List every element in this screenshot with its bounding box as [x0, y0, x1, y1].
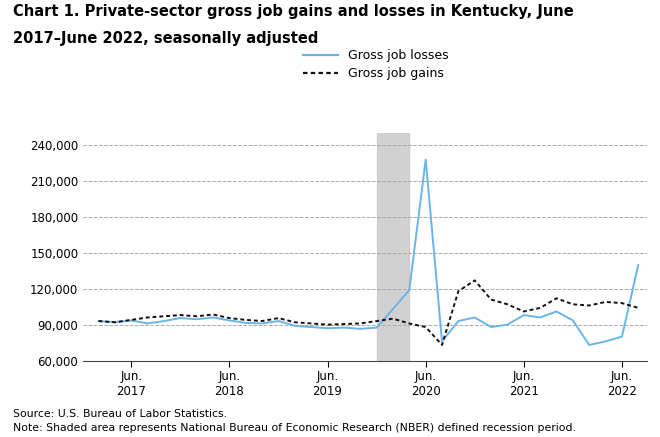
Bar [377, 133, 409, 361]
Text: Chart 1. Private-sector gross job gains and losses in Kentucky, June: Chart 1. Private-sector gross job gains … [13, 4, 574, 19]
Text: 2017–June 2022, seasonally adjusted: 2017–June 2022, seasonally adjusted [13, 31, 319, 45]
Text: Source: U.S. Bureau of Labor Statistics.
Note: Shaded area represents National B: Source: U.S. Bureau of Labor Statistics.… [13, 409, 576, 433]
Legend: Gross job losses, Gross job gains: Gross job losses, Gross job gains [298, 44, 453, 85]
